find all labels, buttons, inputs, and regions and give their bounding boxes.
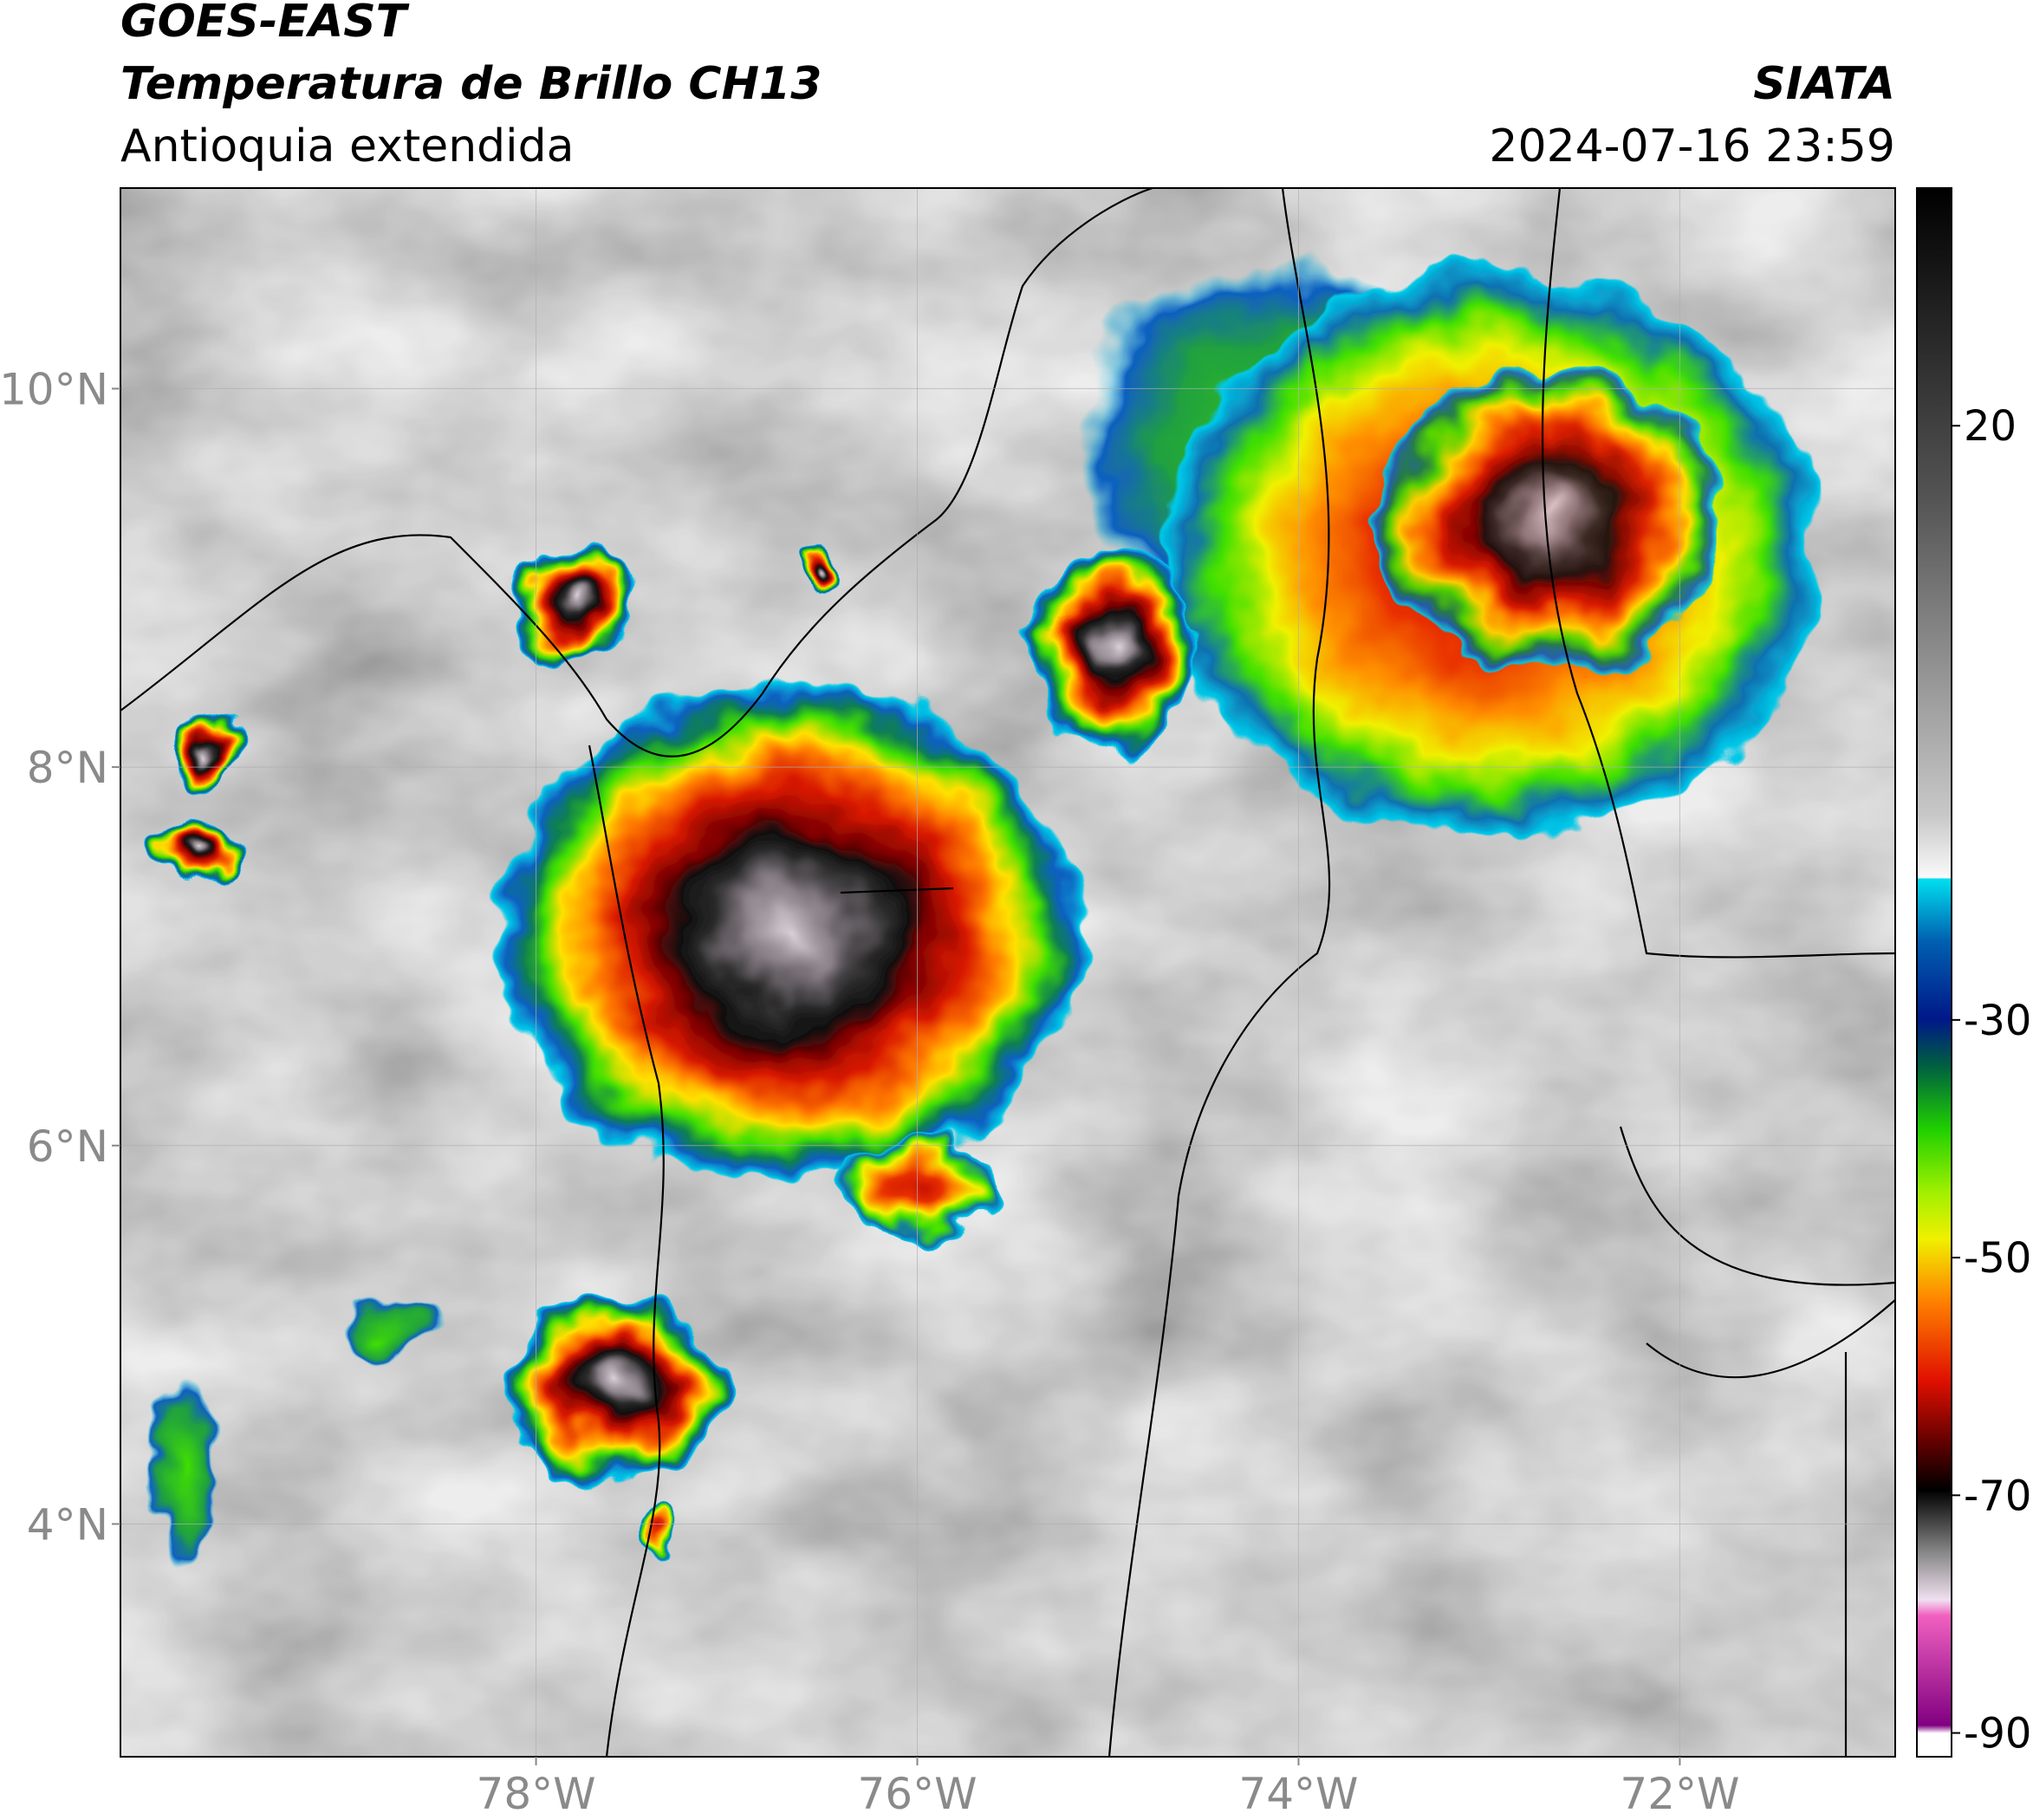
y-tick-label: 6°N: [27, 1121, 108, 1172]
y-tick-label: 4°N: [27, 1499, 108, 1550]
source-label: SIATA: [1753, 58, 1895, 110]
graticule: [120, 188, 1895, 1757]
y-tick-label: 8°N: [27, 743, 108, 793]
y-tick-label: 10°N: [0, 364, 108, 414]
x-tick-label: 78°W: [477, 1769, 596, 1819]
datetime-label: 2024-07-16 23:59: [1489, 120, 1895, 172]
colorbar-tick-label: -50: [1964, 1234, 2031, 1283]
region-label: Antioquia extendida: [120, 120, 575, 172]
satellite-title: GOES-EAST: [120, 0, 410, 48]
x-tick-label: 76°W: [857, 1769, 977, 1819]
map-frame: [120, 187, 1896, 1758]
colorbar-tick-label: 20: [1964, 402, 2017, 451]
colorbar-ticks: 20 -30 -50 -70 -90: [1952, 402, 2031, 1758]
colorbar-tick-label: -90: [1964, 1710, 2031, 1758]
product-title: Temperatura de Brillo CH13: [120, 58, 822, 110]
x-tick-label: 74°W: [1238, 1769, 1358, 1819]
colorbar: [1916, 187, 1952, 1758]
map-axes: 78°W 76°W 74°W 72°W 4°N 6°N 8°N 10°N: [0, 364, 1739, 1819]
colorbar-tick-label: -30: [1964, 997, 2031, 1045]
satellite-image: [120, 188, 1895, 1757]
colorbar-tick-label: -70: [1964, 1472, 2031, 1520]
borders: [120, 188, 1895, 1757]
x-tick-label: 72°W: [1620, 1769, 1739, 1819]
